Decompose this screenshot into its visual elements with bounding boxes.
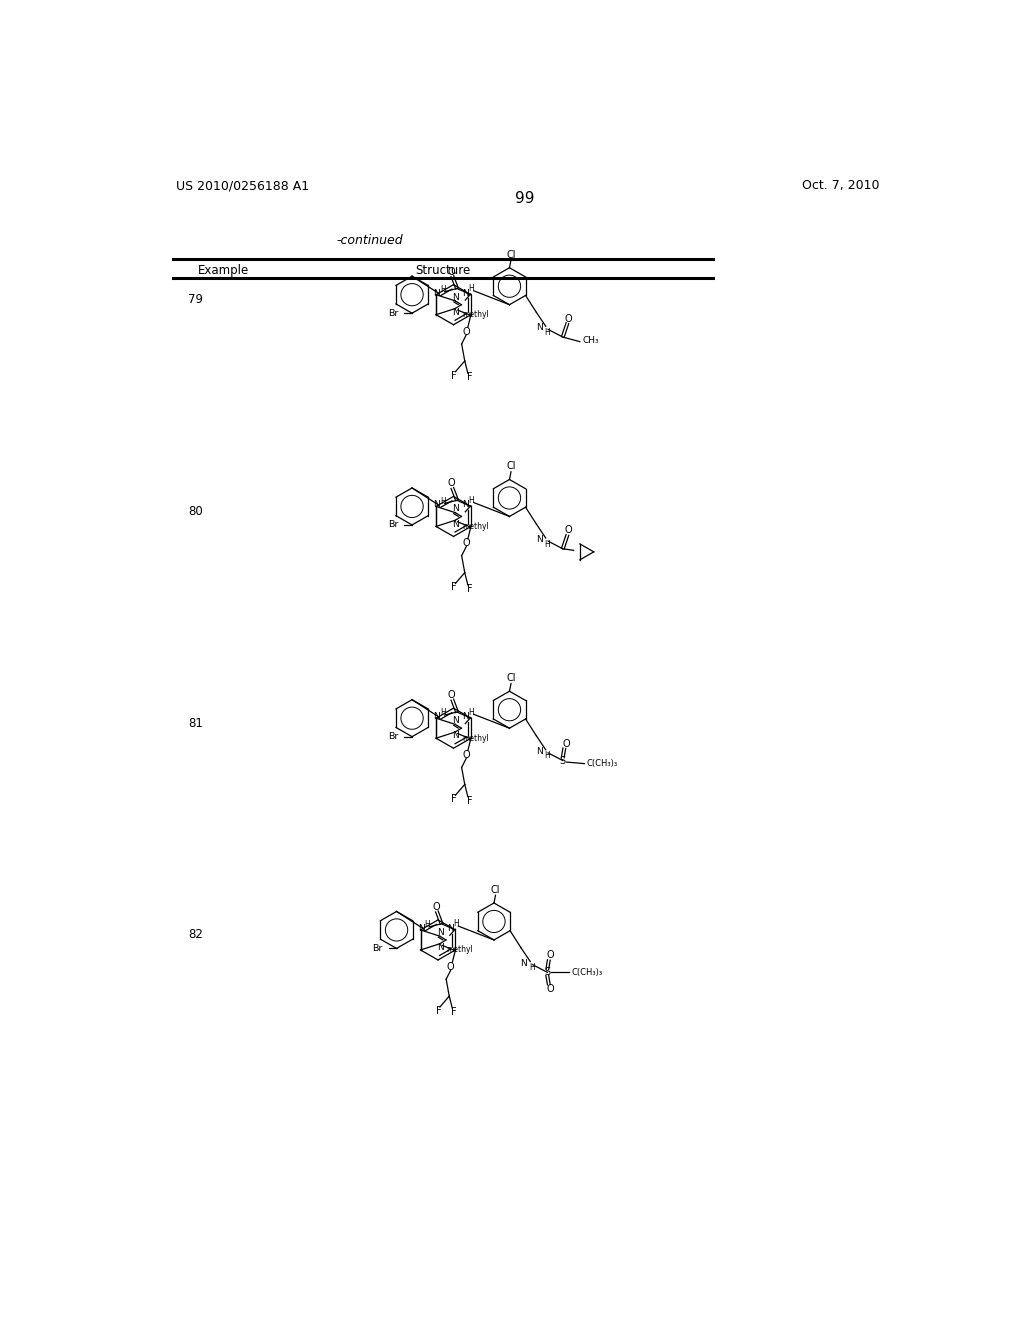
Text: N: N [433,289,440,297]
Text: N: N [453,715,460,725]
Text: H: H [440,709,445,717]
Text: N: N [536,323,543,333]
Text: 82: 82 [188,928,204,941]
Text: N: N [437,942,443,952]
Text: F: F [452,371,457,380]
Text: N: N [446,924,454,933]
Text: methyl: methyl [446,945,473,954]
Text: CH₃: CH₃ [583,337,599,346]
Text: N: N [453,731,460,741]
Text: N: N [463,289,469,297]
Text: H: H [529,964,535,972]
Text: N: N [453,293,460,301]
Text: N: N [453,520,460,528]
Text: O: O [463,539,470,548]
Text: Cl: Cl [506,249,516,260]
Text: O: O [447,478,456,488]
Text: H: H [425,920,430,929]
Text: Oct. 7, 2010: Oct. 7, 2010 [802,180,880,193]
Text: H: H [469,284,474,293]
Text: O: O [463,750,470,760]
Text: H: H [545,540,550,549]
Text: N: N [433,500,440,510]
Text: O: O [447,962,455,972]
Text: 80: 80 [188,506,203,517]
Text: O: O [564,314,572,323]
Text: N: N [437,928,443,937]
Text: S: S [544,968,550,977]
Text: F: F [467,583,472,594]
Text: Br: Br [388,733,398,741]
Text: H: H [469,496,474,504]
Text: methyl: methyl [462,734,488,743]
Text: O: O [547,985,554,994]
Text: N: N [433,713,440,721]
Text: H: H [453,919,459,928]
Text: Cl: Cl [506,462,516,471]
Text: H: H [545,327,550,337]
Text: methyl: methyl [462,310,488,319]
Text: O: O [447,690,456,700]
Text: 99: 99 [515,191,535,206]
Text: Structure: Structure [415,264,470,277]
Text: US 2010/0256188 A1: US 2010/0256188 A1 [176,180,309,193]
Text: 81: 81 [188,717,204,730]
Text: H: H [440,496,445,506]
Text: -continued: -continued [337,234,403,247]
Text: 79: 79 [188,293,204,306]
Text: O: O [463,326,470,337]
Text: N: N [453,504,460,513]
Text: F: F [467,796,472,805]
Text: Cl: Cl [490,884,501,895]
Text: O: O [432,902,440,912]
Text: O: O [447,267,456,277]
Text: H: H [440,285,445,294]
Text: H: H [545,751,550,760]
Text: H: H [469,708,474,717]
Text: N: N [536,535,543,544]
Text: methyl: methyl [462,521,488,531]
Text: C(CH₃)₃: C(CH₃)₃ [587,759,617,768]
Text: N: N [520,958,527,968]
Text: F: F [435,1006,441,1016]
Text: N: N [418,924,425,933]
Text: F: F [452,582,457,593]
Text: Br: Br [373,944,383,953]
Text: C(CH₃)₃: C(CH₃)₃ [571,968,602,977]
Text: N: N [453,308,460,317]
Text: N: N [463,713,469,721]
Text: O: O [562,739,569,748]
Text: Example: Example [198,264,249,277]
Text: N: N [536,747,543,756]
Text: S: S [560,755,566,766]
Text: F: F [452,1007,457,1018]
Text: N: N [463,500,469,510]
Text: F: F [452,795,457,804]
Text: Cl: Cl [506,673,516,684]
Text: O: O [564,525,572,536]
Text: Br: Br [388,520,398,529]
Text: F: F [467,372,472,381]
Text: Br: Br [388,309,398,318]
Text: O: O [547,950,554,961]
